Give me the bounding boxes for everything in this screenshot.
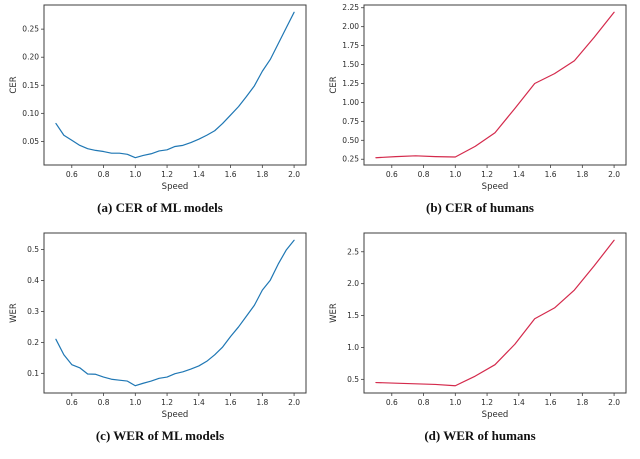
y-tick-label: 1.75 xyxy=(342,41,359,50)
x-tick-label: 1.2 xyxy=(481,398,493,407)
line-series xyxy=(55,11,295,159)
figure-row-top: 0.6 0.8 1.0 1.2 1.4 1.6 1.8 2.0 0.05 0.10 0.15 0.20… xyxy=(0,2,640,216)
y-tick-label: 0.3 xyxy=(27,307,39,316)
x-tick-label: 1.6 xyxy=(545,170,557,179)
x-tick-label: 1.4 xyxy=(513,170,525,179)
y-tick-label: 0.5 xyxy=(27,245,39,254)
x-tick-label: 2.0 xyxy=(288,170,300,179)
caption-wer-humans: (d) WER of humans xyxy=(424,428,536,443)
figure-grid: 0.6 0.8 1.0 1.2 1.4 1.6 1.8 2.0 0.05 0.10 0.15 0.20… xyxy=(0,2,640,444)
y-tick-label: 2.5 xyxy=(347,247,359,256)
y-tick-label: 0.15 xyxy=(22,81,39,90)
x-tick-label: 0.6 xyxy=(66,398,78,407)
x-tick-label: 1.0 xyxy=(129,170,141,179)
x-tick-label: 1.6 xyxy=(545,398,557,407)
x-tick-label: 0.8 xyxy=(98,398,110,407)
x-tick-label: 1.6 xyxy=(225,398,237,407)
y-tick-label: 0.50 xyxy=(342,136,359,145)
y-tick-label: 0.05 xyxy=(22,137,39,146)
x-tick-label: 1.4 xyxy=(513,398,525,407)
y-tick-label: 0.25 xyxy=(342,155,359,164)
panel-cer-humans: 0.6 0.8 1.0 1.2 1.4 1.6 1.8 2.0 0.25 0.50 0.75 1.00… xyxy=(320,2,640,216)
y-tick-label: 0.5 xyxy=(347,375,359,384)
chart-cer-ml-models: 0.6 0.8 1.0 1.2 1.4 1.6 1.8 2.0 0.05 0.10 0.15 0.20… xyxy=(9,4,307,192)
y-tick-label: 1.00 xyxy=(342,98,359,107)
y-tick-label: 1.50 xyxy=(342,60,359,69)
plot-frame xyxy=(43,4,307,166)
x-tick-label: 1.2 xyxy=(161,170,173,179)
x-tick-label: 1.6 xyxy=(225,170,237,179)
x-tick-label: 1.8 xyxy=(256,398,268,407)
chart-wer-humans: 0.6 0.8 1.0 1.2 1.4 1.6 1.8 2.0 0.5 1.0 1.5 2.0 2.5 S… xyxy=(329,232,627,420)
x-tick-label: 2.0 xyxy=(608,398,620,407)
y-tick-label: 1.25 xyxy=(342,79,359,88)
y-tick-label: 2.00 xyxy=(342,22,359,31)
caption-cer-ml: (a) CER of ML models xyxy=(97,200,223,215)
line-series xyxy=(55,239,295,387)
y-tick-label: 0.2 xyxy=(27,338,39,347)
x-tick-label: 0.8 xyxy=(418,170,430,179)
line-series xyxy=(375,239,615,387)
y-tick-label: 0.20 xyxy=(22,53,39,62)
y-tick-label: 2.25 xyxy=(342,3,359,12)
plot-frame xyxy=(363,232,627,394)
x-tick-label: 1.0 xyxy=(129,398,141,407)
x-tick-label: 2.0 xyxy=(288,398,300,407)
x-axis-label: Speed xyxy=(162,182,189,192)
x-tick-label: 0.6 xyxy=(386,170,398,179)
panel-wer-ml: 0.6 0.8 1.0 1.2 1.4 1.6 1.8 2.0 0.1 0.2 0.3 0.4 0.5 S… xyxy=(0,230,320,444)
plot-frame xyxy=(43,232,307,394)
y-tick-label: 0.75 xyxy=(342,117,359,126)
x-axis-label: Speed xyxy=(482,182,509,192)
caption-wer-ml: (c) WER of ML models xyxy=(95,428,225,443)
y-axis-label: CER xyxy=(9,76,19,93)
figure-row-bottom: 0.6 0.8 1.0 1.2 1.4 1.6 1.8 2.0 0.1 0.2 0.3 0.4 0.5 S… xyxy=(0,230,640,444)
x-tick-label: 1.0 xyxy=(449,398,461,407)
y-tick-label: 2.0 xyxy=(347,279,359,288)
x-axis-label: Speed xyxy=(162,410,189,420)
y-tick-label: 0.4 xyxy=(27,276,39,285)
y-tick-label: 0.25 xyxy=(22,25,39,34)
y-tick-label: 1.0 xyxy=(347,343,359,352)
x-tick-label: 0.6 xyxy=(66,170,78,179)
panel-cer-ml: 0.6 0.8 1.0 1.2 1.4 1.6 1.8 2.0 0.05 0.10 0.15 0.20… xyxy=(0,2,320,216)
line-series xyxy=(375,11,615,159)
x-tick-label: 1.2 xyxy=(481,170,493,179)
x-tick-label: 1.2 xyxy=(161,398,173,407)
x-axis-label: Speed xyxy=(482,410,509,420)
chart-cer-humans: 0.6 0.8 1.0 1.2 1.4 1.6 1.8 2.0 0.25 0.50 0.75 1.00… xyxy=(329,3,627,192)
x-tick-label: 0.8 xyxy=(418,398,430,407)
y-tick-label: 0.1 xyxy=(27,369,39,378)
x-tick-label: 0.6 xyxy=(386,398,398,407)
x-tick-label: 1.4 xyxy=(193,398,205,407)
x-tick-label: 1.8 xyxy=(576,398,588,407)
x-tick-label: 1.8 xyxy=(576,170,588,179)
x-tick-label: 1.8 xyxy=(256,170,268,179)
y-axis-label: CER xyxy=(329,76,339,93)
panel-wer-humans: 0.6 0.8 1.0 1.2 1.4 1.6 1.8 2.0 0.5 1.0 1.5 2.0 2.5 S… xyxy=(320,230,640,444)
x-tick-label: 0.8 xyxy=(98,170,110,179)
x-tick-label: 2.0 xyxy=(608,170,620,179)
y-tick-label: 1.5 xyxy=(347,311,359,320)
caption-cer-humans: (b) CER of humans xyxy=(426,200,534,215)
y-tick-label: 0.10 xyxy=(22,109,39,118)
y-axis-label: WER xyxy=(9,303,19,323)
x-tick-label: 1.0 xyxy=(449,170,461,179)
chart-wer-ml-models: 0.6 0.8 1.0 1.2 1.4 1.6 1.8 2.0 0.1 0.2 0.3 0.4 0.5 S… xyxy=(9,232,307,420)
x-tick-label: 1.4 xyxy=(193,170,205,179)
y-axis-label: WER xyxy=(329,303,339,323)
plot-frame xyxy=(363,4,627,166)
